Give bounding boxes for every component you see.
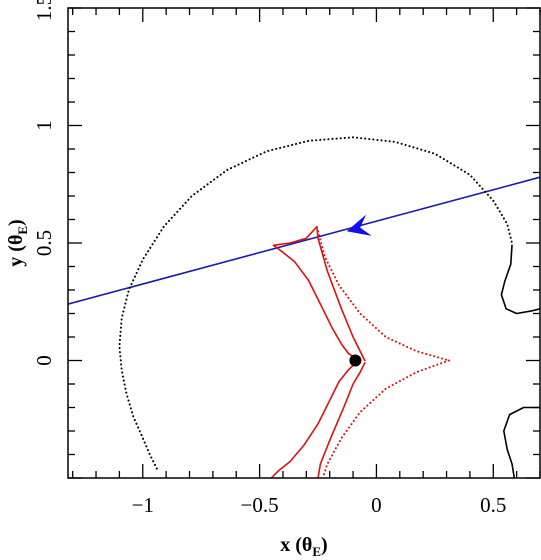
y-axis-label-sub: E — [15, 226, 30, 235]
series-critical-curve-planetary-lower — [503, 406, 541, 478]
x-tick-labels: −1 −0.5 0 0.5 — [132, 493, 507, 517]
series-caustic-left-edge — [270, 244, 359, 478]
y-tick-label: 1.5 — [32, 0, 56, 21]
x-axis-label: x (θE) — [280, 534, 327, 559]
trajectory-direction-arrow — [346, 214, 372, 236]
axis-ticks — [68, 7, 541, 479]
x-tick-label: −0.5 — [241, 493, 279, 517]
y-axis-label-close: ) — [5, 219, 27, 226]
x-tick-label: 0 — [371, 493, 382, 517]
plot-area — [68, 136, 541, 478]
x-axis-label-sub: E — [312, 544, 321, 559]
series-caustic-right-upper — [317, 230, 450, 362]
y-tick-label: 1 — [32, 120, 56, 131]
x-axis-label-close: ) — [321, 534, 328, 556]
y-axis-label-main: y (θ — [5, 235, 27, 267]
plot-frame — [67, 7, 541, 479]
y-axis-label: y (θE) — [5, 219, 30, 266]
lens-position-marker — [349, 354, 362, 367]
y-tick-labels: 0 0.5 1 1.5 — [32, 0, 56, 366]
x-tick-label: −1 — [132, 493, 154, 517]
series-caustic-upper-arm — [272, 225, 366, 362]
series-caustic-lower-arm — [317, 362, 366, 478]
series-critical-curve-resonant — [118, 136, 513, 470]
series-source-trajectory — [68, 176, 541, 305]
y-tick-label: 0 — [32, 355, 56, 366]
x-tick-label: 0.5 — [480, 493, 506, 517]
y-tick-label: 0.5 — [32, 230, 56, 256]
x-axis-label-main: x (θ — [280, 534, 312, 556]
series-critical-curve-planetary-upper — [500, 244, 541, 315]
